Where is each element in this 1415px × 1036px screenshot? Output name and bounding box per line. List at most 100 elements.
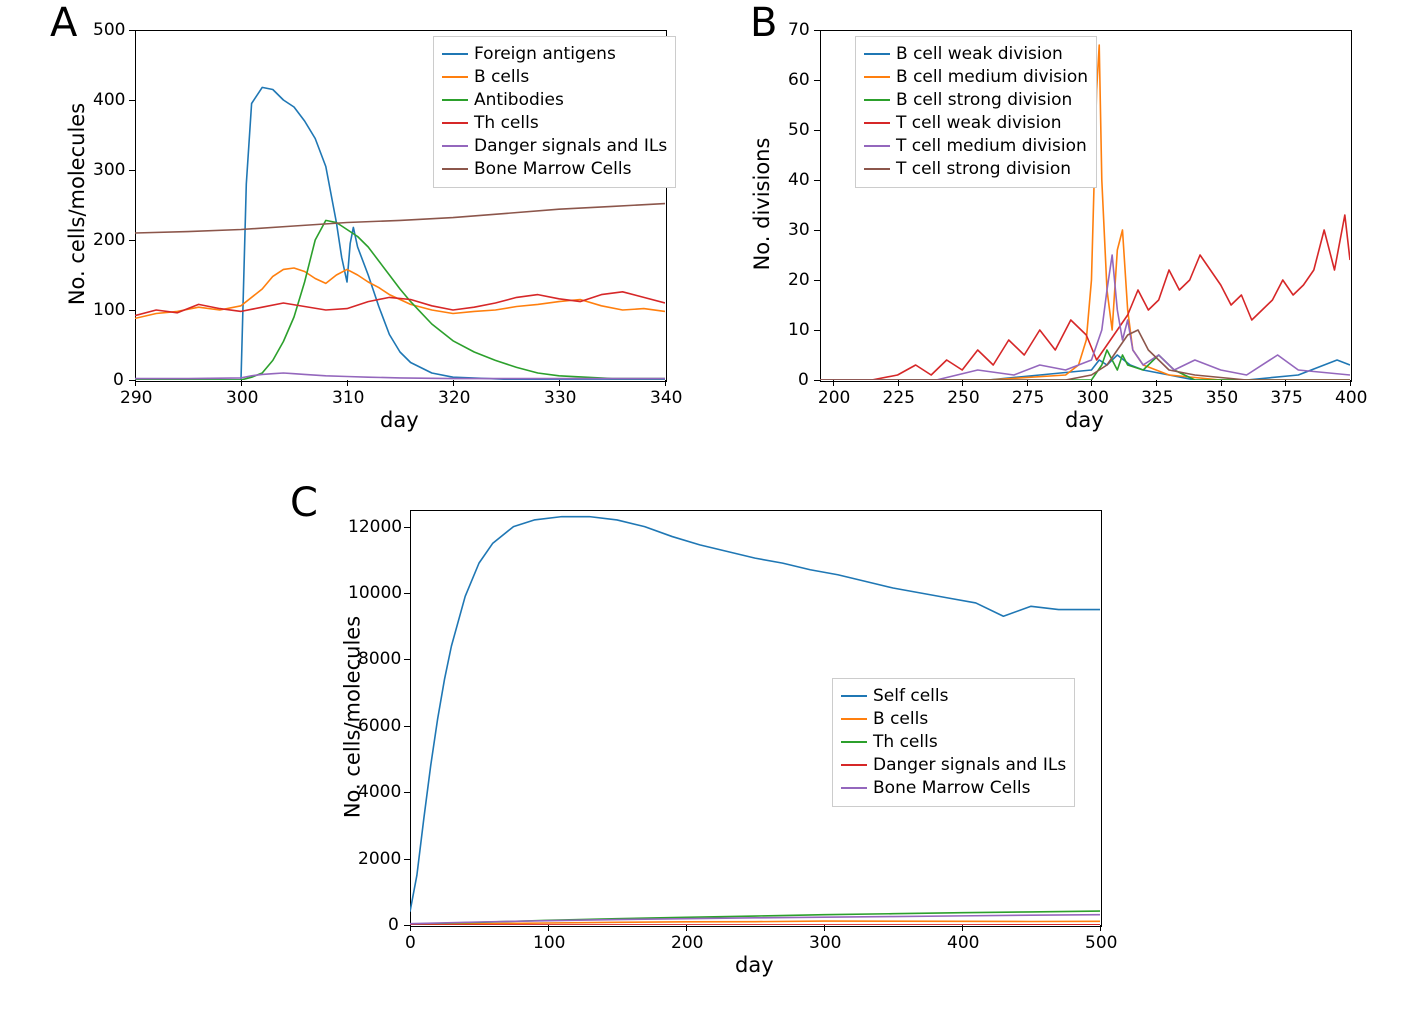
ytick-label: 300 (93, 160, 125, 180)
xtick-mark (824, 925, 825, 931)
legend-swatch (442, 99, 468, 101)
legend-item: T cell strong division (864, 158, 1088, 181)
legend-swatch (841, 718, 867, 720)
ytick-label: 6000 (358, 716, 401, 736)
legend-C: Self cellsB cellsTh cellsDanger signals … (832, 678, 1075, 807)
legend-item: Antibodies (442, 89, 667, 112)
xtick-label: 290 (120, 388, 152, 408)
ytick-mark (814, 380, 820, 381)
series-line (820, 330, 1350, 380)
legend-label: B cell weak division (896, 43, 1063, 66)
xtick-mark (1350, 380, 1351, 386)
ytick-label: 0 (388, 915, 399, 935)
legend-item: Danger signals and ILs (442, 135, 667, 158)
legend-item: Self cells (841, 685, 1066, 708)
legend-item: B cell medium division (864, 66, 1088, 89)
xtick-label: 330 (544, 388, 576, 408)
legend-item: B cells (841, 708, 1066, 731)
legend-item: T cell weak division (864, 112, 1088, 135)
legend-label: T cell strong division (896, 158, 1071, 181)
legend-item: Th cells (841, 731, 1066, 754)
ytick-label: 70 (788, 20, 810, 40)
legend-swatch (841, 695, 867, 697)
legend-item: Bone Marrow Cells (442, 158, 667, 181)
legend-item: B cell strong division (864, 89, 1088, 112)
ytick-label: 400 (93, 90, 125, 110)
xtick-label: 310 (332, 388, 364, 408)
legend-swatch (864, 122, 890, 124)
legend-swatch (841, 741, 867, 743)
legend-swatch (864, 53, 890, 55)
ytick-label: 4000 (358, 782, 401, 802)
legend-label: Th cells (474, 112, 539, 135)
ytick-label: 40 (788, 170, 810, 190)
xtick-label: 400 (947, 933, 979, 953)
ylabel-A: No. cells/molecules (65, 29, 89, 379)
ytick-label: 10 (788, 320, 810, 340)
ylabel-B: No. divisions (750, 29, 774, 379)
series-line (135, 292, 665, 316)
legend-swatch (442, 53, 468, 55)
ytick-label: 2000 (358, 849, 401, 869)
xtick-mark (410, 925, 411, 931)
legend-label: Antibodies (474, 89, 564, 112)
ytick-label: 0 (798, 370, 809, 390)
ytick-label: 500 (93, 20, 125, 40)
xtick-label: 200 (671, 933, 703, 953)
xtick-mark (665, 380, 666, 386)
legend-item: T cell medium division (864, 135, 1088, 158)
legend-item: Bone Marrow Cells (841, 777, 1066, 800)
legend-item: Foreign antigens (442, 43, 667, 66)
xtick-label: 200 (818, 388, 850, 408)
xtick-label: 275 (1012, 388, 1044, 408)
xtick-label: 500 (1085, 933, 1117, 953)
xtick-label: 0 (405, 933, 416, 953)
xlabel-C: day (735, 953, 774, 977)
xtick-mark (962, 380, 963, 386)
legend-swatch (841, 787, 867, 789)
legend-label: B cell medium division (896, 66, 1088, 89)
xtick-mark (559, 380, 560, 386)
legend-label: Bone Marrow Cells (474, 158, 631, 181)
legend-swatch (442, 168, 468, 170)
series-line (820, 215, 1350, 380)
legend-swatch (864, 76, 890, 78)
legend-item: B cells (442, 66, 667, 89)
xtick-mark (1221, 380, 1222, 386)
ytick-label: 8000 (358, 649, 401, 669)
legend-label: T cell weak division (896, 112, 1062, 135)
xtick-mark (548, 925, 549, 931)
legend-swatch (864, 145, 890, 147)
ytick-label: 200 (93, 230, 125, 250)
legend-swatch (442, 122, 468, 124)
xtick-label: 350 (1206, 388, 1238, 408)
xtick-mark (347, 380, 348, 386)
ytick-label: 20 (788, 270, 810, 290)
xtick-mark (1285, 380, 1286, 386)
xtick-mark (962, 925, 963, 931)
legend-label: B cells (873, 708, 928, 731)
xtick-label: 100 (533, 933, 565, 953)
legend-label: Bone Marrow Cells (873, 777, 1030, 800)
series-line (135, 204, 665, 233)
legend-swatch (841, 764, 867, 766)
xtick-mark (833, 380, 834, 386)
legend-label: Th cells (873, 731, 938, 754)
ytick-label: 100 (93, 300, 125, 320)
legend-swatch (864, 99, 890, 101)
ytick-label: 30 (788, 220, 810, 240)
ytick-label: 0 (113, 370, 124, 390)
xtick-mark (1156, 380, 1157, 386)
xtick-mark (1027, 380, 1028, 386)
legend-label: T cell medium division (896, 135, 1087, 158)
legend-label: Self cells (873, 685, 948, 708)
figure-root: A No. cells/molecules day B No. division… (0, 0, 1415, 1036)
legend-item: B cell weak division (864, 43, 1088, 66)
legend-A: Foreign antigensB cellsAntibodiesTh cell… (433, 36, 676, 188)
ytick-label: 50 (788, 120, 810, 140)
legend-label: B cells (474, 66, 529, 89)
legend-item: Th cells (442, 112, 667, 135)
legend-swatch (864, 168, 890, 170)
legend-label: B cell strong division (896, 89, 1072, 112)
xtick-label: 400 (1335, 388, 1367, 408)
